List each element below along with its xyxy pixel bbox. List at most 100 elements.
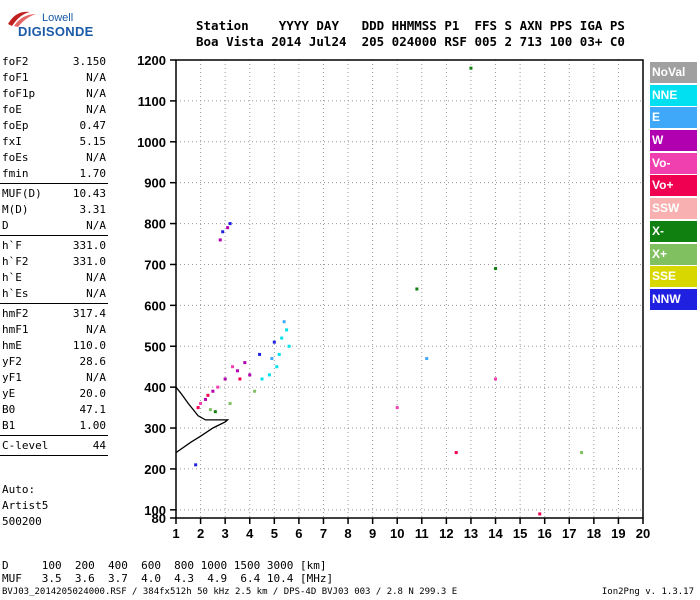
y-tick-label: 600 (144, 298, 166, 313)
x-tick-label: 10 (390, 526, 404, 541)
legend-item-x-: X+ (650, 243, 697, 265)
x-tick-label: 19 (611, 526, 625, 541)
point-x- (494, 267, 498, 271)
param-row: B0 47.1 (0, 402, 108, 418)
point-nnw (272, 340, 276, 344)
x-tick-label: 1 (172, 526, 179, 541)
legend-item-vo-: Vo- (650, 152, 697, 174)
param-separator (0, 455, 108, 456)
chart-points (194, 66, 584, 516)
x-tick-label: 15 (513, 526, 527, 541)
param-label: foF2 (2, 55, 29, 68)
param-value: 331.0 (72, 239, 106, 252)
param-label: B0 (2, 403, 16, 416)
param-row: MUF(D) 10.43 (0, 186, 108, 202)
param-row: foF1 N/A (0, 70, 108, 86)
param-row: foE N/A (0, 102, 108, 118)
chart-grid (175, 60, 644, 518)
header-line-2: Boa Vista 2014 Jul24 205 024000 RSF 005 … (196, 34, 625, 49)
param-label: foF1p (2, 87, 36, 100)
point-e (425, 357, 429, 361)
point-nne (287, 344, 291, 348)
param-label: foEs (2, 151, 29, 164)
x-tick-label: 16 (537, 526, 551, 541)
x-tick-label: 18 (587, 526, 601, 541)
point-nnw (228, 222, 232, 226)
param-value: 1.00 (79, 419, 107, 432)
point-vo- (216, 385, 220, 389)
point-vo- (231, 365, 235, 369)
point-nnw (221, 230, 225, 234)
point-w (218, 238, 222, 242)
point-w (243, 361, 247, 365)
param-separator (0, 303, 108, 304)
param-value: 3.31 (79, 203, 107, 216)
point-vo- (206, 393, 210, 397)
param-value: N/A (86, 103, 106, 116)
param-label: hmF2 (2, 307, 29, 320)
plot-frame (175, 59, 644, 519)
distance-muf-table: D 100 200 400 600 800 1000 1500 3000 [km… (2, 559, 333, 585)
auto-line: Auto: (2, 483, 36, 496)
param-label: foF1 (2, 71, 29, 84)
point-x- (213, 410, 217, 414)
param-label: fmin (2, 167, 29, 180)
y-tick-label: 100 (144, 503, 166, 518)
point-e (282, 320, 286, 324)
x-tick-label: 17 (562, 526, 576, 541)
param-row: foF1p N/A (0, 86, 108, 102)
version-label: Ion2Png v. 1.3.17 (601, 587, 694, 597)
auto-scaling-info: Auto: Artist5 500200 (2, 482, 48, 530)
param-label: hmE (2, 339, 22, 352)
param-row: hmF1 N/A (0, 322, 108, 338)
polarization-legend: NoVal NNE E W Vo- Vo+ SSW X- X+ SSE NNW (650, 62, 697, 312)
legend-item-nne: NNE (650, 84, 697, 106)
param-label: hmF1 (2, 323, 29, 336)
point-nne (285, 328, 289, 332)
param-value: 20.0 (79, 387, 107, 400)
distance-row: D 100 200 400 600 800 1000 1500 3000 [km… (2, 559, 327, 572)
param-label: D (2, 219, 9, 232)
param-row: hmE 110.0 (0, 338, 108, 354)
param-value: 47.1 (79, 403, 107, 416)
param-label: h`F (2, 239, 22, 252)
legend-item-vo-: Vo+ (650, 175, 697, 197)
param-row: hmF2 317.4 (0, 306, 108, 322)
file-info-footer: BVJ03_2014205024000.RSF / 384fx512h 50 k… (2, 587, 458, 597)
param-row: h`F 331.0 (0, 238, 108, 254)
point-nne (260, 377, 264, 381)
legend-item-w: W (650, 130, 697, 152)
y-tick-label: 800 (144, 217, 166, 232)
param-label: yE (2, 387, 16, 400)
legend-item-sse: SSE (650, 266, 697, 288)
param-value: N/A (86, 151, 106, 164)
param-row: C-level 44 (0, 438, 108, 454)
param-label: h`Es (2, 287, 29, 300)
point-vo- (199, 402, 203, 405)
param-label: MUF(D) (2, 187, 42, 200)
y-tick-label: 1200 (137, 53, 166, 68)
param-label: foE (2, 103, 22, 116)
x-tick-label: 9 (369, 526, 376, 541)
param-row: yF2 28.6 (0, 354, 108, 370)
param-label: h`E (2, 271, 22, 284)
point-vo- (538, 512, 542, 516)
param-value: 317.4 (72, 307, 106, 320)
param-value: 10.43 (72, 187, 106, 200)
logo-bottom-text: DIGISONDE (18, 24, 94, 39)
param-row: yE 20.0 (0, 386, 108, 402)
param-value: N/A (86, 371, 106, 384)
param-value: 110.0 (72, 339, 106, 352)
point-vo- (395, 406, 399, 410)
param-label: yF2 (2, 355, 22, 368)
param-row: fxI 5.15 (0, 134, 108, 150)
param-row: B1 1.00 (0, 418, 108, 434)
param-value: 28.6 (79, 355, 107, 368)
digisonde-logo: Lowell DIGISONDE (6, 6, 102, 46)
point-x- (228, 402, 232, 405)
point-w (211, 389, 215, 393)
y-tick-label: 400 (144, 380, 166, 395)
x-tick-label: 5 (271, 526, 278, 541)
point-vo- (196, 406, 200, 410)
param-value: N/A (86, 287, 106, 300)
